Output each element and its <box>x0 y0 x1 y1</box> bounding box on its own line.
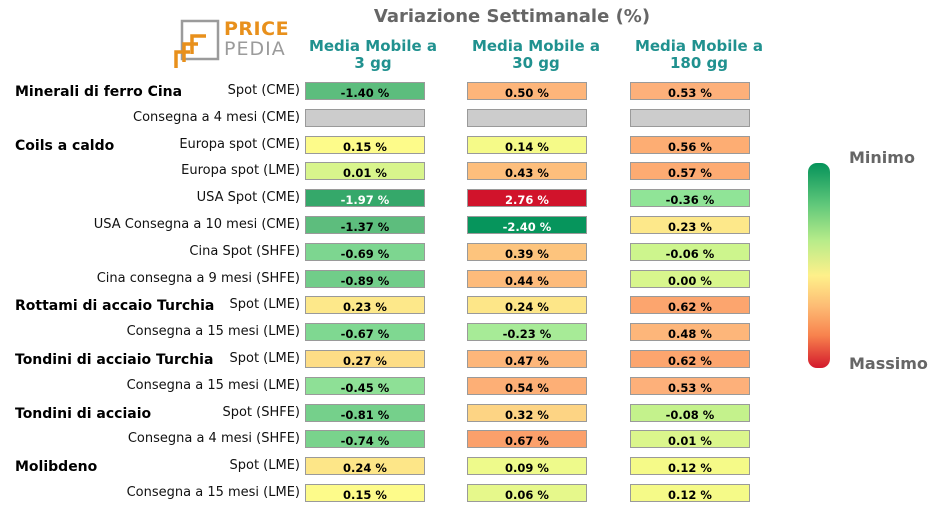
row-group-label: Rottami di accaio Turchia <box>15 298 215 315</box>
heatmap-cell: -0.81 % <box>305 403 425 422</box>
row-label: Spot (CME) <box>227 83 300 98</box>
heatmap-cell: -0.23 % <box>467 323 587 342</box>
row-group-label: Tondini di acciaio Turchia <box>15 352 214 368</box>
column-header: Media Mobile a 3 gg <box>308 37 438 72</box>
heatmap-cell: 0.24 % <box>305 457 425 476</box>
row-label: Spot (SHFE) <box>222 404 300 420</box>
row-label: Consegna a 15 mesi (LME) <box>126 377 300 393</box>
row-label: Consegna a 15 mesi (LME) <box>126 485 300 500</box>
logo-mark-icon <box>174 19 220 68</box>
heatmap-cell: 0.47 % <box>467 350 587 368</box>
heatmap-cell: 0.23 % <box>305 296 425 315</box>
heatmap-cell: -0.36 % <box>630 189 750 208</box>
heatmap-cell: 0.27 % <box>305 350 425 368</box>
pricepedia-logo: PRICE PEDIA <box>170 18 290 74</box>
heatmap-cell: -0.67 % <box>305 323 425 342</box>
heatmap-cell: 0.00 % <box>630 269 750 288</box>
heatmap-cell: 0.43 % <box>467 162 587 181</box>
row-group-label: Tondini di acciaio <box>15 405 152 422</box>
heatmap-cell: 0.24 % <box>467 296 587 315</box>
heatmap-cell: -0.74 % <box>305 430 425 449</box>
heatmap-cell <box>630 108 750 127</box>
heatmap-cell: -0.06 % <box>630 242 750 261</box>
row-label: Europa spot (CME) <box>179 136 300 152</box>
row-group-label: Molibdeno <box>15 459 98 476</box>
heatmap-cell: 0.44 % <box>467 269 587 288</box>
heatmap-cell: 0.15 % <box>305 484 425 502</box>
heatmap-cell: 0.09 % <box>467 457 587 476</box>
chart-title: Variazione Settimanale (%) <box>373 6 651 27</box>
row-label: Europa spot (LME) <box>181 163 300 179</box>
row-label: USA Consegna a 10 mesi (CME) <box>93 217 300 232</box>
heatmap-cell: -1.37 % <box>305 216 425 234</box>
row-label: Cina Spot (SHFE) <box>189 243 300 259</box>
heatmap-cell: -1.40 % <box>305 82 425 100</box>
heatmap-cell: -1.97 % <box>305 189 425 208</box>
heatmap-cell: 0.62 % <box>630 296 750 315</box>
heatmap-cell: 0.23 % <box>630 216 750 234</box>
heatmap-cell: 0.57 % <box>630 162 750 181</box>
heatmap-cell: -0.08 % <box>630 403 750 422</box>
heatmap-cell: -0.89 % <box>305 269 425 288</box>
heatmap-cell <box>467 108 587 127</box>
colorbar-min-label: Minimo <box>849 148 915 167</box>
heatmap-cell: -2.40 % <box>467 216 587 234</box>
heatmap-cell <box>305 108 425 127</box>
heatmap-cell: -0.69 % <box>305 242 425 261</box>
row-group-label: Minerali di ferro Cina <box>15 84 183 100</box>
heatmap-cell: 0.12 % <box>630 457 750 476</box>
heatmap-cell: 0.06 % <box>467 484 587 502</box>
logo-text-price: PRICE <box>224 18 290 40</box>
heatmap-cell: 0.15 % <box>305 135 425 154</box>
logo-text-pedia: PEDIA <box>224 38 286 60</box>
column-header: Media Mobile a 180 gg <box>634 37 764 72</box>
row-label: Consegna a 4 mesi (CME) <box>133 109 300 125</box>
heatmap-cell: 0.14 % <box>467 135 587 154</box>
heatmap-cell: 0.01 % <box>630 430 750 449</box>
heatmap-cell: 0.53 % <box>630 82 750 100</box>
heatmap-cell: 0.50 % <box>467 82 587 100</box>
heatmap-cell: 0.54 % <box>467 376 587 395</box>
row-label: USA Spot (CME) <box>196 190 300 206</box>
column-header: Media Mobile a 30 gg <box>471 37 601 72</box>
row-label: Spot (LME) <box>229 351 300 366</box>
row-group-label: Coils a caldo <box>15 137 115 154</box>
heatmap-cell: 0.62 % <box>630 350 750 368</box>
heatmap-cell: 2.76 % <box>467 189 587 208</box>
heatmap-cell: 0.53 % <box>630 376 750 395</box>
heatmap-cell: 0.32 % <box>467 403 587 422</box>
colorbar <box>808 163 830 368</box>
row-label: Consegna a 4 mesi (SHFE) <box>127 431 300 447</box>
row-label: Spot (LME) <box>229 297 300 313</box>
row-label: Cina consegna a 9 mesi (SHFE) <box>96 270 300 286</box>
heatmap-cell: 0.01 % <box>305 162 425 181</box>
heatmap-cell: -0.45 % <box>305 376 425 395</box>
heatmap-cell: 0.67 % <box>467 430 587 449</box>
heatmap-cell: 0.12 % <box>630 484 750 502</box>
row-label: Spot (LME) <box>229 458 300 474</box>
row-label: Consegna a 15 mesi (LME) <box>126 324 300 340</box>
heatmap-cell: 0.39 % <box>467 242 587 261</box>
heatmap-cell: 0.48 % <box>630 323 750 342</box>
heatmap-cell: 0.56 % <box>630 135 750 154</box>
colorbar-max-label: Massimo <box>849 354 928 373</box>
